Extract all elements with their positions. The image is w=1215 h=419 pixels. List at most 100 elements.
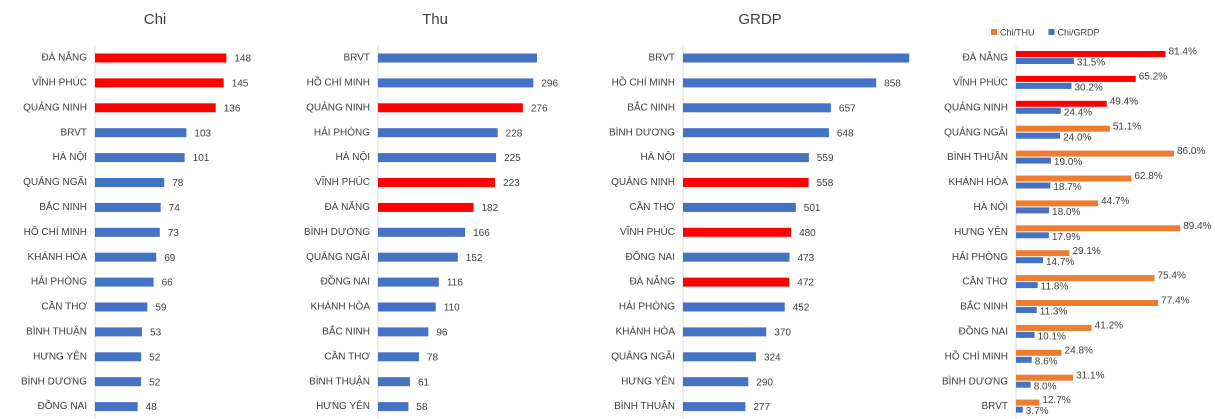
bar: [683, 153, 809, 163]
value-label: 12.7%: [1042, 395, 1070, 406]
category-label: BẮC NINH: [322, 325, 370, 338]
value-label: 52: [149, 377, 161, 388]
category-label: KHÁNH HÒA: [949, 175, 1009, 188]
bar: [1016, 132, 1061, 139]
category-label: HÀ NỘI: [641, 150, 675, 163]
value-label: 78: [172, 178, 184, 189]
value-label: 73: [168, 228, 180, 239]
bar: [683, 377, 749, 387]
category-label: BRVT: [982, 401, 1009, 412]
value-label: 648: [837, 128, 854, 139]
value-label: 501: [804, 203, 821, 214]
value-label: 75.4%: [1157, 271, 1185, 282]
category-label: BẮC NINH: [627, 100, 675, 113]
value-label: 18.0%: [1052, 207, 1080, 218]
value-label: 11.3%: [1040, 307, 1068, 318]
category-label: HỒ CHÍ MINH: [612, 76, 675, 89]
value-label: 324: [764, 352, 781, 363]
category-label: CẦN THƠ: [41, 300, 87, 313]
category-label: HỒ CHÍ MINH: [945, 349, 1008, 362]
category-label: HÀ NỘI: [974, 200, 1008, 213]
value-label: 48: [146, 402, 158, 413]
bar: [378, 227, 466, 237]
value-label: 74: [169, 203, 181, 214]
value-label: 59: [155, 303, 167, 314]
value-label: 18.7%: [1053, 182, 1081, 193]
bar: [683, 53, 910, 63]
bar: [1016, 207, 1050, 214]
category-label: QUẢNG NGÃI: [306, 250, 370, 263]
category-label: QUẢNG NGÃI: [611, 349, 675, 362]
bar: [683, 352, 756, 362]
category-label: CẦN THƠ: [962, 275, 1008, 288]
bar: [1016, 374, 1074, 381]
chart-title: GRDP: [738, 11, 781, 28]
bar: [378, 178, 496, 187]
bar: [378, 352, 419, 362]
value-label: 166: [473, 228, 490, 239]
value-label: 182: [482, 203, 499, 214]
bar: [95, 178, 165, 187]
value-label: 559: [817, 153, 834, 164]
bar: [1016, 331, 1035, 338]
bar: [378, 202, 474, 212]
bar: [95, 78, 224, 88]
bar: [1016, 150, 1174, 157]
bar: [95, 202, 161, 212]
bar: [683, 103, 831, 113]
category-label: ĐÀ NẴNG: [629, 275, 675, 288]
value-label: 44.7%: [1101, 196, 1129, 207]
category-label: QUẢNG NINH: [944, 100, 1008, 113]
value-label: 3.7%: [1026, 406, 1049, 417]
category-label: BÌNH THUẬN: [947, 150, 1008, 163]
bar: [683, 277, 790, 287]
bar: [1016, 257, 1043, 264]
category-label: BÌNH THUẬN: [614, 399, 675, 412]
value-label: 69: [164, 253, 176, 264]
value-label: 472: [797, 278, 814, 289]
bar: [1016, 300, 1159, 306]
bar: [1016, 399, 1040, 406]
bar: [95, 352, 142, 362]
category-label: BÌNH DƯƠNG: [942, 374, 1008, 387]
bar: [1016, 324, 1092, 331]
value-label: 51.1%: [1113, 121, 1141, 132]
value-label: 52: [149, 352, 161, 363]
value-label: 81.4%: [1169, 47, 1197, 58]
value-label: 31.1%: [1076, 370, 1104, 381]
bar: [95, 377, 142, 387]
value-label: 858: [884, 79, 901, 90]
value-label: 66: [162, 278, 174, 289]
category-label: BÌNH THUẬN: [26, 325, 87, 338]
value-label: 19.0%: [1054, 157, 1082, 168]
bar: [683, 128, 829, 138]
category-label: KHÁNH HÒA: [28, 250, 88, 263]
category-label: ĐÀ NẴNG: [41, 51, 87, 64]
bar: [1016, 225, 1181, 232]
value-label: 223: [503, 178, 520, 189]
category-label: QUẢNG NGÃI: [944, 125, 1008, 138]
bar: [378, 78, 534, 88]
value-label: 277: [753, 402, 770, 413]
value-label: 110: [444, 303, 460, 314]
category-label: HẢI PHÒNG: [31, 275, 87, 288]
value-label: 480: [799, 228, 816, 239]
category-label: ĐÀ NẴNG: [962, 51, 1008, 64]
bar: [683, 402, 746, 412]
category-label: HỒ CHÍ MINH: [24, 225, 87, 238]
value-label: 101: [193, 153, 210, 164]
value-label: 30.2%: [1074, 83, 1102, 94]
value-label: 657: [839, 103, 856, 114]
bar: [1016, 349, 1062, 356]
value-label: 370: [774, 328, 791, 339]
category-label: BÌNH DƯƠNG: [609, 125, 675, 138]
bar: [1016, 107, 1061, 114]
value-label: 276: [531, 103, 548, 114]
value-label: 136: [224, 103, 241, 114]
value-label: 24.0%: [1063, 132, 1091, 143]
bar: [378, 128, 498, 138]
category-label: HƯNG YÊN: [316, 399, 370, 412]
value-label: 558: [817, 178, 834, 189]
category-label: HÀ NỘI: [53, 150, 87, 163]
bar: [378, 252, 458, 262]
